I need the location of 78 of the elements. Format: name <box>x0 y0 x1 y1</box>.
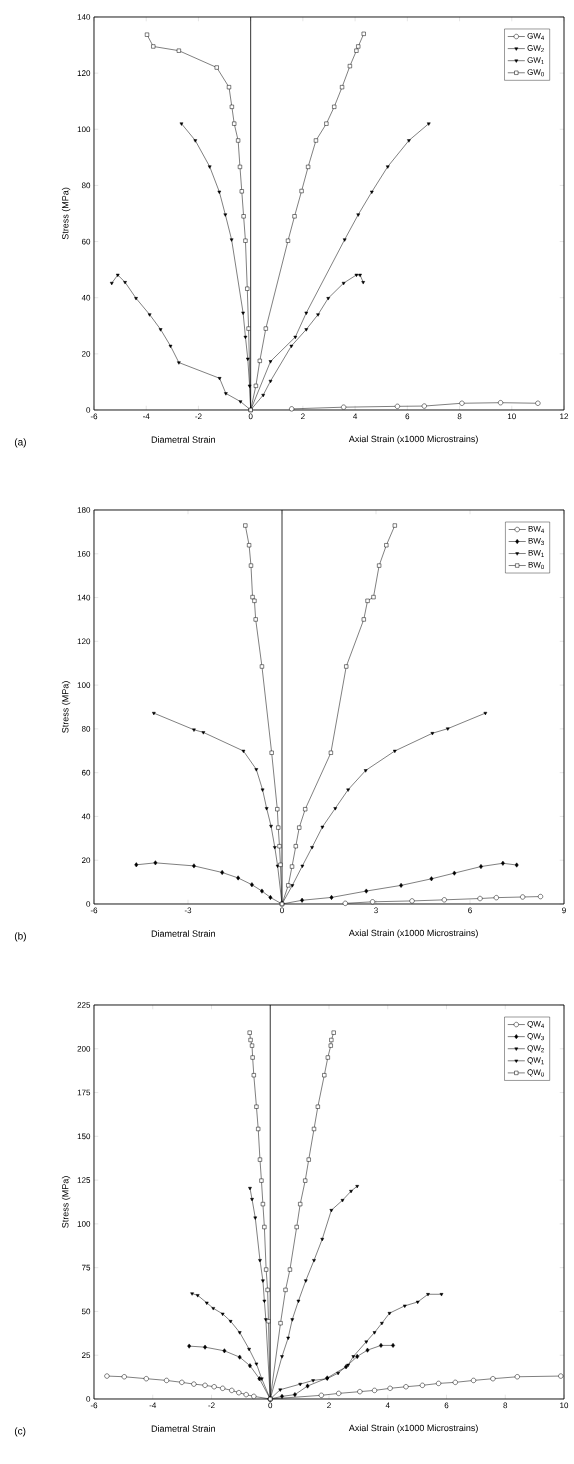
y-tick-label: 20 <box>81 857 91 864</box>
legend-label: QW$_{2}$ <box>527 1045 544 1053</box>
x-tick-label: -2 <box>208 1402 215 1409</box>
y-tick-label: 80 <box>81 726 91 732</box>
x-axis-title: Axial Strain (x1000 Microstrains) <box>348 435 478 444</box>
y-axis-title: Stress (MPa) <box>61 1176 71 1228</box>
y-tick-label: 40 <box>81 294 91 301</box>
legend-label: BW$_{3}$ <box>528 538 544 546</box>
text: Diametral Strain <box>151 436 215 443</box>
legend-label: QW$_{1}$ <box>527 1057 544 1065</box>
text: Diametral Strain <box>151 930 215 937</box>
y-tick-label: 175 <box>77 1089 91 1096</box>
legend-label: BW$_{4}$ <box>528 526 545 533</box>
x-axis-title: Axial Strain (x1000 Microstrains) <box>348 929 478 938</box>
y-tick-label: 0 <box>86 901 91 907</box>
x-tick-label: 0 <box>248 413 253 420</box>
x-tick-label: 10 <box>507 413 516 420</box>
x-tick-label: -2 <box>195 413 202 420</box>
legend-label: QW$_{3}$ <box>527 1033 544 1041</box>
y-tick-label: 25 <box>81 1352 91 1359</box>
x-tick-label: -6 <box>90 907 98 914</box>
y-tick-label: 120 <box>77 70 91 76</box>
x-tick-label: 2 <box>301 413 305 420</box>
x-tick-label: 8 <box>457 413 462 420</box>
x-tick-label: 6 <box>405 413 410 420</box>
y-tick-label: 0 <box>86 407 91 413</box>
text: (a) <box>14 438 26 448</box>
text: (b) <box>14 932 26 942</box>
x-tick-label: 3 <box>374 907 378 914</box>
y-tick-label: 225 <box>77 1002 91 1008</box>
x-tick-label: 0 <box>280 907 284 914</box>
y-tick-label: 140 <box>77 14 91 20</box>
x-tick-label: 9 <box>562 907 566 914</box>
legend-label: GW$_{1}$ <box>527 57 544 65</box>
x-tick-label: 6 <box>468 907 472 914</box>
y-tick-label: 160 <box>77 550 91 557</box>
y-tick-label: 125 <box>77 1177 91 1183</box>
x-tick-label: 0 <box>268 1402 273 1409</box>
legend-label: QW$_{0}$ <box>527 1069 544 1077</box>
legend-label: GW$_{2}$ <box>527 45 544 53</box>
text: (c) <box>14 1427 26 1437</box>
legend-label: GW$_{4}$ <box>527 32 545 40</box>
x-tick-label: -4 <box>149 1402 157 1409</box>
x-tick-label: 4 <box>385 1402 390 1409</box>
y-tick-label: 100 <box>77 682 91 688</box>
y-tick-label: 140 <box>77 594 91 601</box>
y-tick-label: 0 <box>86 1396 91 1402</box>
y-tick-label: 100 <box>77 126 91 133</box>
x-tick-label: 2 <box>327 1402 331 1409</box>
x-tick-label: 8 <box>503 1402 508 1409</box>
x-tick-label: -3 <box>184 907 192 914</box>
x-tick-label: 6 <box>444 1402 449 1409</box>
text: Diametral Strain <box>151 1425 215 1432</box>
x-tick-label: 4 <box>353 413 358 420</box>
y-tick-label: 180 <box>77 507 91 513</box>
legend-label: QW$_{4}$ <box>527 1021 545 1029</box>
y-axis-title: Stress (MPa) <box>61 681 71 733</box>
y-tick-label: 60 <box>81 769 91 776</box>
y-tick-label: 100 <box>77 1221 91 1227</box>
y-axis-title: Stress (MPa) <box>61 187 71 240</box>
legend-label: GW$_{0}$ <box>527 69 544 77</box>
y-tick-label: 75 <box>81 1264 91 1271</box>
y-tick-label: 40 <box>81 813 91 820</box>
x-tick-label: -6 <box>90 413 98 420</box>
legend-label: BW$_{1}$ <box>528 550 544 557</box>
y-tick-label: 60 <box>81 238 91 245</box>
y-tick-label: 20 <box>81 351 91 357</box>
x-tick-label: 12 <box>560 413 569 420</box>
y-tick-label: 120 <box>77 638 91 645</box>
x-tick-label: 10 <box>560 1402 569 1409</box>
x-tick-label: -4 <box>143 413 150 420</box>
x-tick-label: -6 <box>90 1402 98 1409</box>
x-axis-title: Axial Strain (x1000 Microstrains) <box>348 1424 478 1433</box>
y-tick-label: 150 <box>77 1133 91 1140</box>
y-tick-label: 50 <box>81 1308 91 1315</box>
y-tick-label: 80 <box>81 182 91 189</box>
y-tick-label: 200 <box>77 1045 91 1052</box>
legend-label: BW$_{0}$ <box>528 562 544 570</box>
